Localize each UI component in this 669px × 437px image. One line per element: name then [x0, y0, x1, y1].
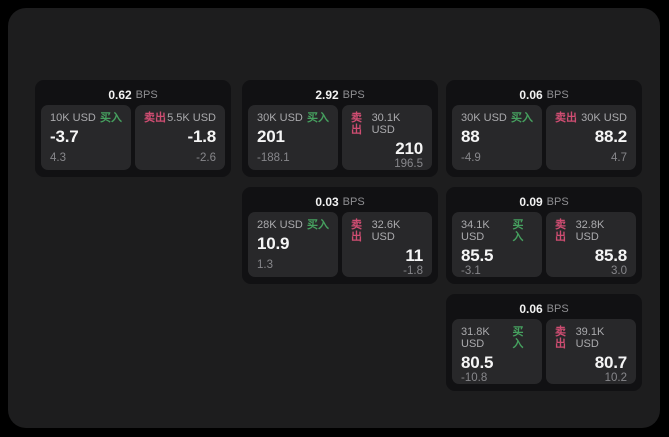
buy-price: 80.5: [461, 353, 494, 372]
sell-quote-panel[interactable]: 卖出 30.1K USD 210 196.5: [342, 105, 432, 170]
card-body: 30K USD 买入 201 -188.1 卖出 30.1K USD 210 1…: [248, 105, 432, 170]
card-body: 30K USD 买入 88 -4.9 卖出 30K USD 88.2 4.7: [452, 105, 636, 170]
quote-card: 2.92 BPS 30K USD 买入 201 -188.1 卖出 30.1K …: [242, 80, 438, 177]
bps-value: 0.06: [519, 88, 543, 102]
buy-quote-panel[interactable]: 28K USD 买入 10.9 1.3: [248, 212, 338, 277]
sell-price: 210: [395, 139, 423, 158]
bps-value: 0.06: [519, 302, 543, 316]
sell-amount: 32.6K USD: [371, 219, 401, 243]
buy-delta: -10.8: [461, 372, 488, 384]
card-body: 28K USD 买入 10.9 1.3 卖出 32.6K USD 11 -1.8: [248, 212, 432, 277]
sell-amount: 30K USD: [581, 112, 627, 124]
sell-side-label: 卖出: [555, 112, 577, 124]
buy-quote-panel[interactable]: 31.8K USD 买入 80.5 -10.8: [452, 319, 542, 384]
sell-side-label: 卖出: [351, 219, 362, 243]
buy-side-label: 买入: [512, 326, 524, 350]
sell-quote-panel[interactable]: 卖出 30K USD 88.2 4.7: [546, 105, 636, 170]
bps-unit: BPS: [342, 89, 365, 101]
sell-price: 88.2: [594, 127, 627, 146]
buy-quote-panel[interactable]: 10K USD 买入 -3.7 4.3: [41, 105, 131, 170]
buy-side-label: 买入: [307, 112, 329, 124]
buy-delta: 4.3: [50, 152, 66, 164]
buy-amount: 28K USD: [257, 219, 303, 231]
card-header: 2.92 BPS: [248, 85, 432, 105]
sell-amount: 5.5K USD: [167, 112, 216, 124]
buy-delta: -188.1: [257, 152, 290, 164]
buy-side-label: 买入: [512, 219, 524, 243]
sell-amount: 30.1K USD: [371, 112, 401, 136]
buy-quote-panel[interactable]: 30K USD 买入 201 -188.1: [248, 105, 338, 170]
card-body: 34.1K USD 买入 85.5 -3.1 卖出 32.8K USD 85.8…: [452, 212, 636, 277]
bps-unit: BPS: [135, 89, 158, 101]
buy-delta: -4.9: [461, 152, 481, 164]
sell-delta: -1.8: [403, 265, 423, 277]
sell-delta: 3.0: [611, 265, 627, 277]
buy-price: -3.7: [50, 127, 79, 146]
buy-amount: 34.1K USD: [461, 219, 490, 243]
sell-side-label: 卖出: [555, 219, 566, 243]
sell-price: 85.8: [594, 246, 627, 265]
sell-delta: 196.5: [394, 158, 423, 170]
bps-unit: BPS: [546, 196, 569, 208]
sell-delta: 10.2: [604, 372, 627, 384]
sell-side-label: 卖出: [144, 112, 166, 124]
bps-value: 0.03: [315, 195, 339, 209]
card-body: 10K USD 买入 -3.7 4.3 卖出 5.5K USD -1.8 -2.…: [41, 105, 225, 170]
bps-value: 0.62: [108, 88, 132, 102]
buy-price: 85.5: [461, 246, 494, 265]
quote-card: 0.03 BPS 28K USD 买入 10.9 1.3 卖出 32.6K US…: [242, 187, 438, 284]
buy-delta: 1.3: [257, 259, 273, 271]
card-header: 0.06 BPS: [452, 85, 636, 105]
bps-unit: BPS: [546, 89, 569, 101]
buy-amount: 30K USD: [461, 112, 507, 124]
card-body: 31.8K USD 买入 80.5 -10.8 卖出 39.1K USD 80.…: [452, 319, 636, 384]
sell-quote-panel[interactable]: 卖出 32.6K USD 11 -1.8: [342, 212, 432, 277]
sell-price: 80.7: [594, 353, 627, 372]
buy-side-label: 买入: [511, 112, 533, 124]
buy-price: 10.9: [257, 234, 290, 253]
buy-amount: 10K USD: [50, 112, 96, 124]
card-header: 0.03 BPS: [248, 192, 432, 212]
buy-side-label: 买入: [100, 112, 122, 124]
buy-price: 88: [461, 127, 480, 146]
sell-quote-panel[interactable]: 卖出 5.5K USD -1.8 -2.6: [135, 105, 225, 170]
quote-card: 0.06 BPS 30K USD 买入 88 -4.9 卖出 30K USD: [446, 80, 642, 177]
buy-amount: 31.8K USD: [461, 326, 490, 350]
quote-card: 0.62 BPS 10K USD 买入 -3.7 4.3 卖出 5.5K USD: [35, 80, 231, 177]
buy-amount: 30K USD: [257, 112, 303, 124]
sell-price: 11: [405, 246, 423, 265]
buy-quote-panel[interactable]: 34.1K USD 买入 85.5 -3.1: [452, 212, 542, 277]
sell-side-label: 卖出: [351, 112, 362, 136]
sell-delta: -2.6: [196, 152, 216, 164]
sell-price: -1.8: [187, 127, 217, 146]
sell-amount: 32.8K USD: [575, 219, 605, 243]
sell-delta: 4.7: [611, 152, 627, 164]
buy-quote-panel[interactable]: 30K USD 买入 88 -4.9: [452, 105, 542, 170]
card-header: 0.09 BPS: [452, 192, 636, 212]
card-header: 0.06 BPS: [452, 299, 636, 319]
quote-card: 0.09 BPS 34.1K USD 买入 85.5 -3.1 卖出 32.8K…: [446, 187, 642, 284]
quotes-board: 0.62 BPS 10K USD 买入 -3.7 4.3 卖出 5.5K USD: [8, 8, 660, 428]
bps-value: 2.92: [315, 88, 339, 102]
sell-quote-panel[interactable]: 卖出 39.1K USD 80.7 10.2: [546, 319, 636, 384]
card-header: 0.62 BPS: [41, 85, 225, 105]
sell-amount: 39.1K USD: [575, 326, 605, 350]
bps-unit: BPS: [546, 303, 569, 315]
buy-side-label: 买入: [307, 219, 329, 231]
bps-unit: BPS: [342, 196, 365, 208]
quote-card: 0.06 BPS 31.8K USD 买入 80.5 -10.8 卖出 39.1…: [446, 294, 642, 391]
buy-price: 201: [257, 127, 285, 146]
sell-side-label: 卖出: [555, 326, 566, 350]
buy-delta: -3.1: [461, 265, 481, 277]
bps-value: 0.09: [519, 195, 543, 209]
sell-quote-panel[interactable]: 卖出 32.8K USD 85.8 3.0: [546, 212, 636, 277]
